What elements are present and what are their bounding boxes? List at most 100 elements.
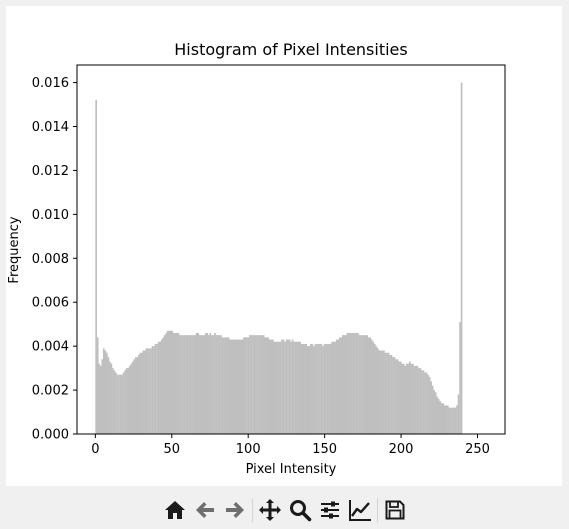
histogram-bar [160,339,163,434]
edit-axis-icon [348,499,371,521]
histogram-bar [256,335,259,434]
histogram-bar [162,337,165,434]
histogram-bar [341,335,344,434]
histogram-bar [408,361,411,434]
histogram-bar [238,339,241,434]
histogram-bar [306,346,309,434]
histogram-bar [310,343,312,434]
histogram-bar [440,403,443,434]
histogram-bar [361,335,364,434]
histogram-bar [243,337,245,434]
histogram-bar [316,343,318,434]
histogram-bar [268,339,271,434]
zoom-button[interactable] [285,495,315,525]
histogram-bar [176,332,178,434]
histogram-bar [262,335,265,434]
y-tick-label: 0.002 [32,384,69,399]
histogram-bar [239,339,242,434]
histogram-bar [320,343,323,434]
configure-subplots-button[interactable] [315,495,345,525]
histogram-bar [131,361,134,434]
histogram-bar [285,339,288,434]
histogram-bar [345,335,347,434]
histogram-bar [255,335,257,434]
histogram-bar [355,332,358,434]
save-button[interactable] [380,495,410,525]
histogram-bar [340,337,343,434]
histogram-bar [208,335,210,434]
histogram-bar [188,335,190,434]
histogram-bar [278,341,280,434]
histogram-bar [451,407,454,434]
histogram-bar [422,370,425,434]
y-axis-ticks: 0.000 0.002 0.004 0.006 0.008 0.010 0.012 0.014… [32,76,77,443]
histogram-bar [258,335,260,434]
histogram-bar [195,332,198,434]
histogram-bar [399,361,402,434]
histogram-bar [447,405,449,434]
histogram-bar [186,335,189,434]
histogram-bar [201,335,204,434]
histogram-bar [395,359,397,434]
histogram-bar [197,332,200,434]
histogram-bar [319,343,321,434]
histogram-bar [335,339,338,434]
histogram-bar [434,392,437,434]
histogram-bar [453,407,455,434]
histogram-bar [122,372,125,434]
histogram-bar [169,330,172,434]
histogram-bar [325,343,327,434]
histogram-bar [224,337,227,434]
histogram-bar [134,357,137,434]
histogram-bar [296,341,298,434]
histogram-bar [389,354,391,434]
histogram-bar [332,341,335,434]
histogram-bar [235,339,238,434]
histogram-bar [142,350,145,434]
histogram-bar [259,335,262,434]
histogram-bar [171,330,174,434]
histogram-bar [369,337,372,434]
histogram-bar [381,350,384,434]
histogram-bar [311,343,314,434]
histogram-bar [326,343,329,434]
forward-button[interactable] [220,495,250,525]
histogram-bar [271,339,274,434]
pan-move-icon [258,498,281,521]
chart-title: Histogram of Pixel Intensities [174,40,407,59]
histogram-bar [454,407,457,434]
back-button[interactable] [190,495,220,525]
histogram-bar [308,346,311,434]
histogram-bar [214,332,216,434]
histogram-bar [107,357,110,434]
histogram-bar [261,335,263,434]
histogram-bar [98,363,101,434]
histogram-bar [241,339,244,434]
histogram-bar [412,363,414,434]
pan-button[interactable] [255,495,285,525]
histogram-bar [137,354,140,434]
toolbar-separator [251,497,253,522]
histogram-bar [404,365,407,434]
home-button[interactable] [160,495,190,525]
histogram-bar [390,354,393,434]
histogram-bar [246,337,248,434]
histogram-bar [372,341,375,434]
y-tick-label: 0.006 [32,296,69,311]
edit-axis-button[interactable] [345,495,375,525]
histogram-bar [144,350,146,434]
histogram-bar [183,335,186,434]
histogram-bar [282,339,285,434]
histogram-bar [433,390,436,434]
histogram-bar [273,341,276,434]
histogram-bar [232,339,235,434]
histogram-bar [430,381,432,434]
histogram-bar [293,341,295,434]
histogram-bar [276,341,279,434]
histogram-bar [147,348,149,434]
histogram-bar [212,335,215,434]
histogram-bar [384,352,387,434]
histogram-bar [317,343,320,434]
histogram-chart: Histogram of Pixel Intensities 0 50 100 150… [7,40,506,477]
histogram-bar [302,343,305,434]
